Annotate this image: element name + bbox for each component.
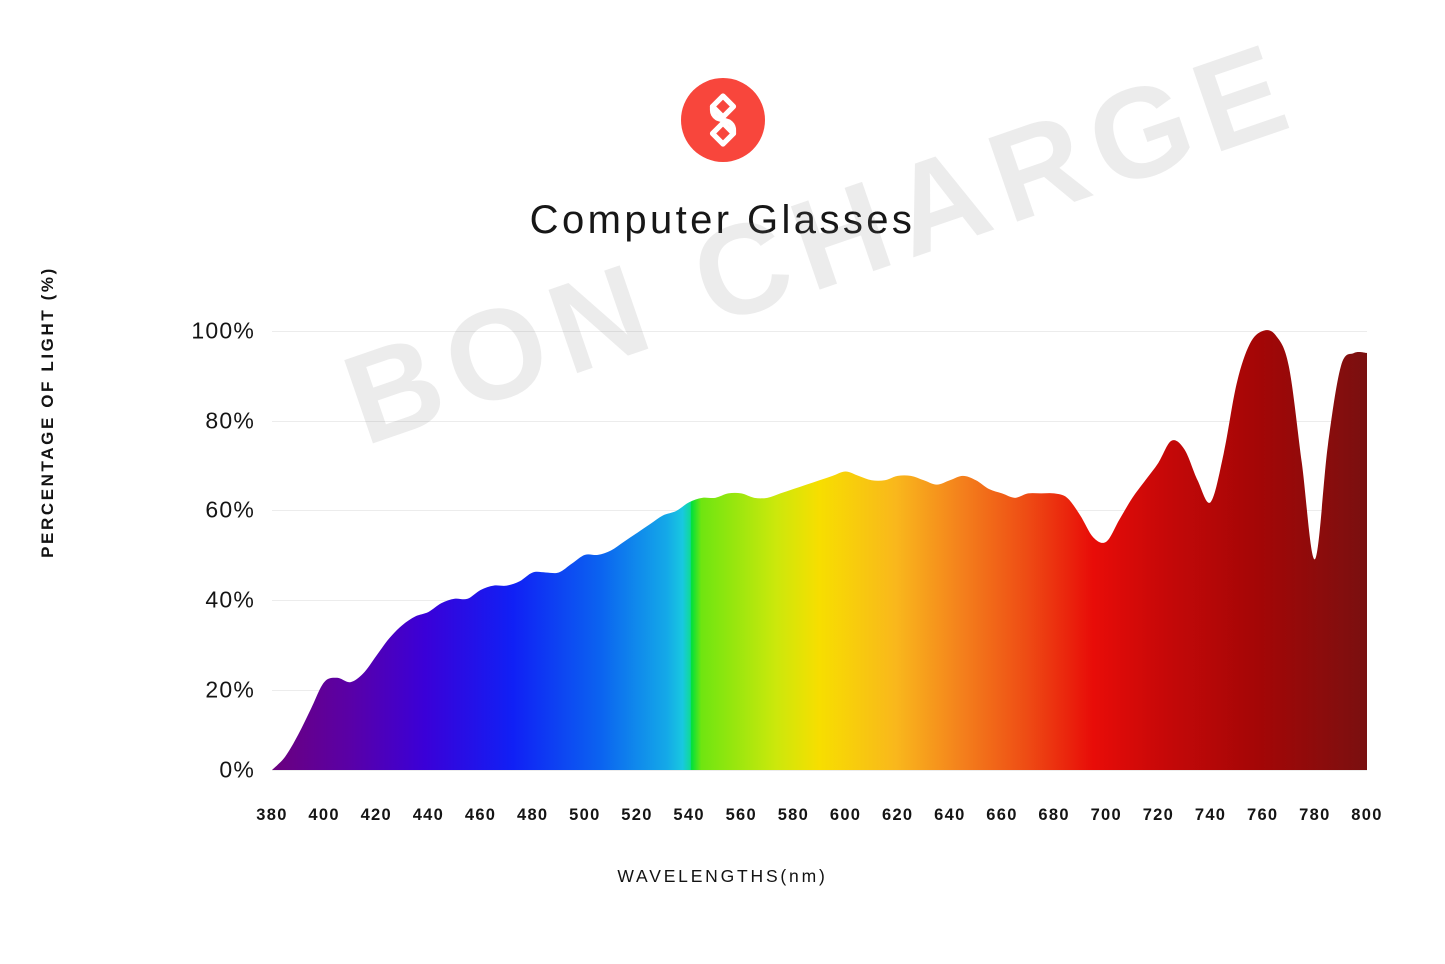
x-tick-420: 420	[360, 806, 392, 824]
bon-charge-infinity-logo-icon	[680, 78, 765, 162]
x-tick-400: 400	[308, 806, 340, 824]
gridline-0	[272, 770, 1367, 771]
x-tick-700: 700	[1090, 806, 1122, 824]
x-tick-600: 600	[829, 806, 862, 824]
y-tick-100: 100%	[191, 317, 255, 344]
x-tick-760: 760	[1246, 806, 1279, 824]
x-tick-740: 740	[1194, 806, 1227, 824]
x-tick-380: 380	[256, 806, 288, 824]
x-tick-800: 800	[1351, 806, 1383, 824]
y-tick-80: 80%	[205, 407, 255, 434]
gridline-100	[272, 331, 1367, 332]
y-tick-40: 40%	[205, 586, 255, 613]
page-title: Computer Glasses	[529, 198, 916, 242]
x-axis-title: WAVELENGTHS(nm)	[617, 866, 828, 886]
brand-header: Computer Glasses	[0, 78, 1445, 240]
x-tick-440: 440	[412, 806, 445, 824]
x-tick-460: 460	[464, 806, 497, 824]
y-axis-ticks: 100% 80% 60% 40% 20% 0%	[145, 0, 255, 964]
y-axis-title: PERCENTAGE OF LIGHT (%)	[38, 266, 57, 558]
x-tick-480: 480	[516, 806, 549, 824]
x-tick-620: 620	[881, 806, 914, 824]
x-tick-560: 560	[725, 806, 757, 824]
x-tick-720: 720	[1142, 806, 1175, 824]
x-tick-660: 660	[986, 806, 1018, 824]
y-tick-0: 0%	[219, 756, 255, 783]
y-tick-20: 20%	[205, 676, 255, 703]
x-tick-540: 540	[673, 806, 705, 824]
x-tick-780: 780	[1299, 806, 1331, 824]
x-tick-640: 640	[934, 806, 966, 824]
x-tick-520: 520	[621, 806, 653, 824]
x-tick-680: 680	[1038, 806, 1070, 824]
x-tick-500: 500	[569, 806, 601, 824]
y-tick-60: 60%	[205, 496, 255, 523]
gridline-80	[272, 421, 1367, 422]
x-tick-580: 580	[777, 806, 810, 824]
